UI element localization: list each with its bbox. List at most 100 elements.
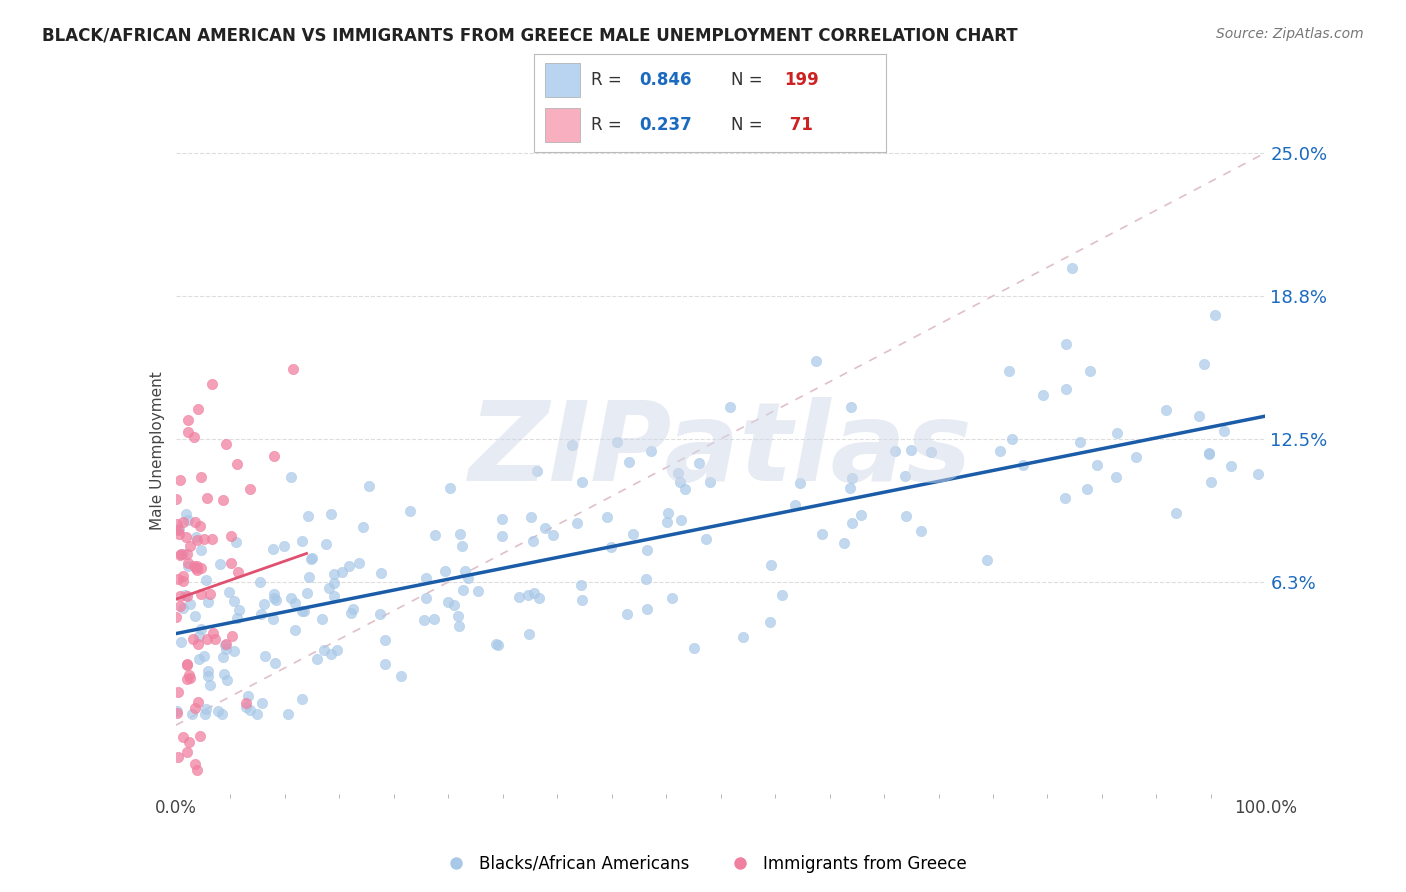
Point bbox=[197, 632, 219, 647]
Point bbox=[439, 481, 461, 495]
Point bbox=[1213, 425, 1236, 439]
Point bbox=[292, 604, 315, 618]
Point bbox=[486, 638, 509, 652]
Point bbox=[451, 539, 474, 553]
Point bbox=[657, 516, 679, 530]
Point bbox=[184, 700, 207, 714]
Point bbox=[731, 630, 754, 644]
Point bbox=[197, 491, 219, 505]
Point bbox=[214, 638, 236, 652]
Point bbox=[839, 481, 862, 495]
Point bbox=[352, 520, 374, 534]
Point bbox=[190, 561, 212, 575]
Point bbox=[447, 608, 470, 623]
Text: R =: R = bbox=[591, 116, 621, 134]
Point bbox=[193, 649, 215, 664]
Text: 0.237: 0.237 bbox=[640, 116, 693, 134]
Point bbox=[415, 572, 437, 586]
Point bbox=[900, 442, 922, 457]
Point bbox=[201, 533, 224, 547]
Point bbox=[634, 572, 657, 586]
Point bbox=[172, 515, 194, 529]
Point bbox=[291, 604, 314, 618]
Point bbox=[226, 457, 249, 471]
Legend: Blacks/African Americans, Immigrants from Greece: Blacks/African Americans, Immigrants fro… bbox=[433, 848, 973, 880]
Point bbox=[450, 526, 472, 541]
Point bbox=[174, 588, 197, 602]
Point bbox=[181, 632, 204, 646]
Point bbox=[319, 507, 342, 521]
Point bbox=[166, 517, 188, 532]
Point bbox=[176, 672, 198, 686]
Point bbox=[337, 558, 360, 573]
Point bbox=[215, 637, 238, 651]
Point bbox=[172, 568, 194, 582]
Point bbox=[1001, 432, 1024, 446]
Point bbox=[896, 509, 918, 524]
Point bbox=[884, 444, 907, 458]
Point bbox=[298, 570, 321, 584]
Point bbox=[668, 475, 690, 489]
Point bbox=[228, 603, 250, 617]
Point bbox=[186, 763, 208, 777]
Point bbox=[1187, 409, 1209, 423]
Point bbox=[176, 507, 198, 521]
Point bbox=[167, 523, 190, 537]
Text: R =: R = bbox=[591, 71, 621, 89]
Point bbox=[1204, 309, 1226, 323]
Point bbox=[1062, 261, 1084, 276]
Point bbox=[297, 509, 319, 524]
Point bbox=[281, 362, 304, 376]
Point bbox=[284, 623, 307, 637]
Point bbox=[522, 533, 544, 548]
Point bbox=[910, 524, 932, 539]
Point bbox=[219, 556, 242, 570]
Point bbox=[166, 704, 188, 718]
Point bbox=[186, 563, 208, 577]
Point bbox=[291, 692, 314, 706]
Point bbox=[841, 516, 863, 531]
Point bbox=[166, 685, 188, 699]
Point bbox=[811, 526, 834, 541]
Text: 71: 71 bbox=[785, 116, 813, 134]
Point bbox=[169, 590, 191, 604]
Point bbox=[600, 540, 623, 554]
Point bbox=[315, 537, 337, 551]
Point bbox=[976, 553, 998, 567]
Point bbox=[184, 531, 207, 545]
Point bbox=[666, 466, 689, 480]
Text: ZIPatlas: ZIPatlas bbox=[468, 397, 973, 504]
Point bbox=[170, 635, 193, 649]
Point bbox=[340, 607, 363, 621]
Point bbox=[449, 619, 471, 633]
Point bbox=[214, 642, 236, 657]
Point bbox=[177, 558, 200, 573]
Point bbox=[357, 479, 380, 493]
Point bbox=[219, 529, 242, 543]
Point bbox=[239, 703, 262, 717]
Point bbox=[235, 696, 257, 710]
Point bbox=[176, 530, 198, 544]
FancyBboxPatch shape bbox=[544, 63, 581, 96]
Point bbox=[183, 756, 205, 771]
Point bbox=[485, 637, 508, 651]
Point bbox=[841, 470, 863, 484]
Point bbox=[636, 543, 658, 558]
Point bbox=[374, 633, 396, 648]
Point bbox=[170, 547, 193, 561]
Point bbox=[226, 611, 249, 625]
Text: 199: 199 bbox=[785, 71, 818, 89]
Text: 0.846: 0.846 bbox=[640, 71, 692, 89]
Point bbox=[619, 455, 641, 469]
Point bbox=[200, 678, 222, 692]
Point bbox=[188, 519, 211, 533]
Point bbox=[263, 591, 285, 605]
Point bbox=[1198, 447, 1220, 461]
Point bbox=[661, 591, 683, 605]
Point bbox=[1076, 482, 1098, 496]
Point bbox=[262, 542, 284, 557]
Point bbox=[457, 571, 479, 585]
Point bbox=[194, 706, 217, 721]
Point bbox=[212, 650, 235, 665]
Point bbox=[1154, 402, 1177, 417]
